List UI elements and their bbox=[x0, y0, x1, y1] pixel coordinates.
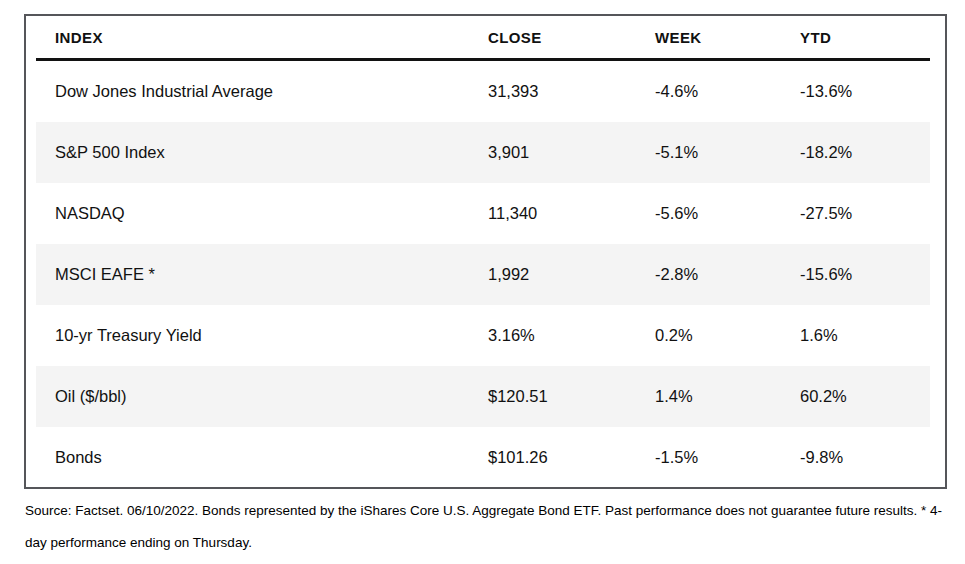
table-row: Bonds $101.26 -1.5% -9.8% bbox=[36, 427, 930, 488]
ytd-cell: -18.2% bbox=[800, 143, 930, 162]
week-cell: 1.4% bbox=[655, 387, 800, 406]
column-header-ytd: YTD bbox=[800, 29, 930, 46]
week-cell: -4.6% bbox=[655, 82, 800, 101]
ytd-cell: -13.6% bbox=[800, 82, 930, 101]
column-header-week: WEEK bbox=[655, 29, 800, 46]
table-row: Oil ($/bbl) $120.51 1.4% 60.2% bbox=[36, 366, 930, 427]
column-header-close: CLOSE bbox=[488, 29, 655, 46]
table-row: 10-yr Treasury Yield 3.16% 0.2% 1.6% bbox=[36, 305, 930, 366]
close-cell: $120.51 bbox=[488, 387, 655, 406]
page: INDEX CLOSE WEEK YTD Dow Jones Industria… bbox=[0, 0, 965, 564]
week-cell: -5.1% bbox=[655, 143, 800, 162]
ytd-cell: -27.5% bbox=[800, 204, 930, 223]
week-cell: -1.5% bbox=[655, 448, 800, 467]
week-cell: -5.6% bbox=[655, 204, 800, 223]
table-row: S&P 500 Index 3,901 -5.1% -18.2% bbox=[36, 122, 930, 183]
week-cell: 0.2% bbox=[655, 326, 800, 345]
source-footnote: Source: Factset. 06/10/2022. Bonds repre… bbox=[25, 495, 963, 558]
table-header-row: INDEX CLOSE WEEK YTD bbox=[36, 16, 930, 58]
index-cell: Bonds bbox=[55, 448, 488, 467]
table-row: MSCI EAFE * 1,992 -2.8% -15.6% bbox=[36, 244, 930, 305]
table-row: NASDAQ 11,340 -5.6% -27.5% bbox=[36, 183, 930, 244]
close-cell: 11,340 bbox=[488, 204, 655, 223]
index-cell: Dow Jones Industrial Average bbox=[55, 82, 488, 101]
ytd-cell: 60.2% bbox=[800, 387, 930, 406]
close-cell: $101.26 bbox=[488, 448, 655, 467]
ytd-cell: -9.8% bbox=[800, 448, 930, 467]
close-cell: 3,901 bbox=[488, 143, 655, 162]
market-performance-table: INDEX CLOSE WEEK YTD Dow Jones Industria… bbox=[24, 14, 947, 489]
index-cell: MSCI EAFE * bbox=[55, 265, 488, 284]
close-cell: 3.16% bbox=[488, 326, 655, 345]
ytd-cell: -15.6% bbox=[800, 265, 930, 284]
close-cell: 1,992 bbox=[488, 265, 655, 284]
index-cell: S&P 500 Index bbox=[55, 143, 488, 162]
week-cell: -2.8% bbox=[655, 265, 800, 284]
index-cell: Oil ($/bbl) bbox=[55, 387, 488, 406]
index-cell: 10-yr Treasury Yield bbox=[55, 326, 488, 345]
ytd-cell: 1.6% bbox=[800, 326, 930, 345]
table-row: Dow Jones Industrial Average 31,393 -4.6… bbox=[36, 61, 930, 122]
close-cell: 31,393 bbox=[488, 82, 655, 101]
index-cell: NASDAQ bbox=[55, 204, 488, 223]
column-header-index: INDEX bbox=[55, 29, 488, 46]
